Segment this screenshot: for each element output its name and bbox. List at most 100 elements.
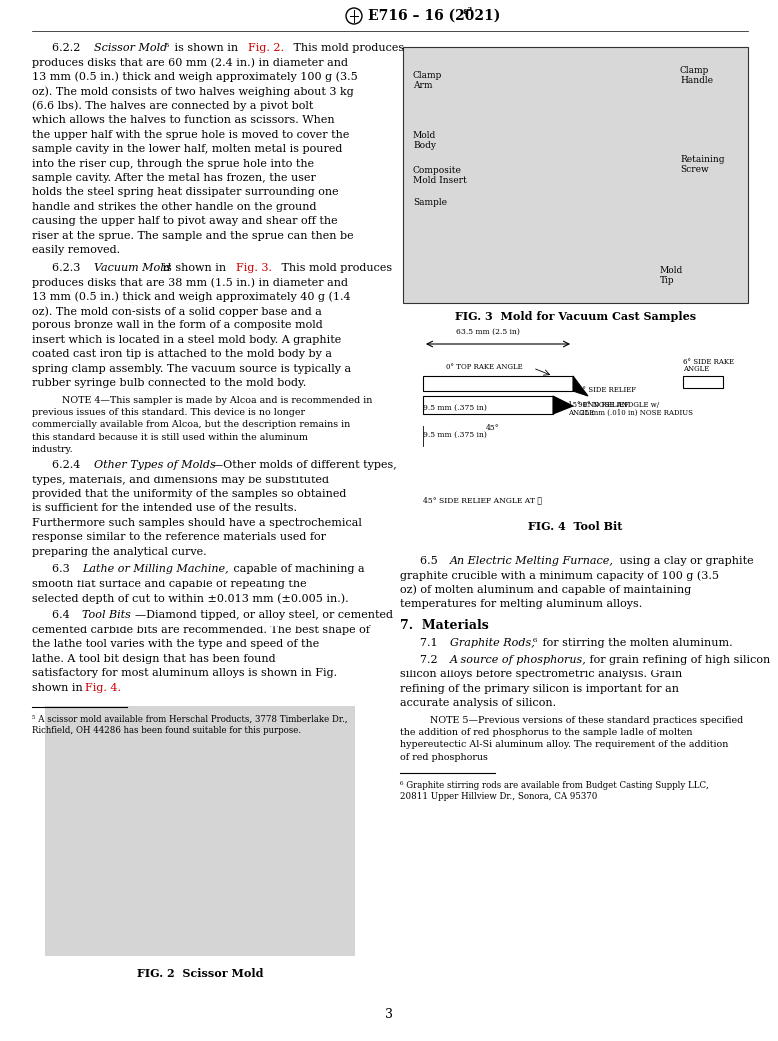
Text: Screw: Screw bbox=[680, 166, 709, 174]
Bar bbox=[403, 47, 748, 303]
Text: holds the steel spring heat dissipater surrounding one: holds the steel spring heat dissipater s… bbox=[32, 187, 338, 198]
Text: is shown in: is shown in bbox=[171, 43, 241, 53]
Text: for stirring the molten aluminum.: for stirring the molten aluminum. bbox=[539, 637, 733, 648]
Text: the lathe tool varies with the type and speed of the: the lathe tool varies with the type and … bbox=[32, 639, 319, 650]
Text: accurate analysis of silicon.: accurate analysis of silicon. bbox=[400, 699, 556, 708]
Text: ⁶ Graphite stirring rods are available from Budget Casting Supply LLC,: ⁶ Graphite stirring rods are available f… bbox=[400, 781, 709, 790]
Text: previous issues of this standard. This device is no longer: previous issues of this standard. This d… bbox=[32, 408, 305, 417]
Text: oz). The mold consists of two halves weighing about 3 kg: oz). The mold consists of two halves wei… bbox=[32, 86, 354, 97]
Bar bbox=[32, 258, 368, 277]
Text: cemented carbide bits are recommended. The best shape of: cemented carbide bits are recommended. T… bbox=[32, 625, 370, 635]
Text: for grain refining of high silicon: for grain refining of high silicon bbox=[587, 655, 771, 665]
Text: 6.5: 6.5 bbox=[420, 556, 445, 566]
Text: Mold: Mold bbox=[413, 131, 436, 139]
Text: provided that the uniformity of the samples so obtained: provided that the uniformity of the samp… bbox=[32, 489, 346, 499]
Text: ⁶: ⁶ bbox=[533, 637, 538, 648]
Text: shown in: shown in bbox=[32, 683, 86, 692]
Text: sample cavity. After the metal has frozen, the user: sample cavity. After the metal has froze… bbox=[32, 173, 316, 183]
Text: Richfield, OH 44286 has been found suitable for this purpose.: Richfield, OH 44286 has been found suita… bbox=[32, 727, 301, 735]
Text: refining of the primary silicon is important for an: refining of the primary silicon is impor… bbox=[400, 684, 679, 694]
Text: FIG. 2  Scissor Mold: FIG. 2 Scissor Mold bbox=[137, 968, 263, 979]
Text: Sample: Sample bbox=[413, 198, 447, 207]
Text: is sufficient for the intended use of the results.: is sufficient for the intended use of th… bbox=[32, 504, 297, 513]
Bar bbox=[400, 651, 750, 669]
Text: 0° TOP RAKE ANGLE: 0° TOP RAKE ANGLE bbox=[447, 363, 523, 371]
Text: 9.5 mm (.375 in): 9.5 mm (.375 in) bbox=[423, 404, 487, 412]
Bar bbox=[400, 552, 750, 570]
Text: Fig. 2.: Fig. 2. bbox=[248, 43, 284, 53]
Text: preparing the analytical curve.: preparing the analytical curve. bbox=[32, 547, 207, 557]
Text: easily removed.: easily removed. bbox=[32, 246, 120, 255]
Text: Arm: Arm bbox=[413, 81, 433, 90]
Text: 6.2.2: 6.2.2 bbox=[52, 43, 87, 53]
Text: handle and strikes the other handle on the ground: handle and strikes the other handle on t… bbox=[32, 202, 317, 212]
Text: An Electric Melting Furnace,: An Electric Melting Furnace, bbox=[450, 556, 614, 566]
Text: Composite: Composite bbox=[413, 166, 462, 175]
Text: ANGLE: ANGLE bbox=[683, 365, 710, 373]
Bar bbox=[423, 376, 573, 391]
Text: spring clamp assembly. The vacuum source is typically a: spring clamp assembly. The vacuum source… bbox=[32, 363, 351, 374]
Text: capable of machining a: capable of machining a bbox=[230, 564, 365, 575]
Text: Vacuum Mold: Vacuum Mold bbox=[93, 262, 170, 273]
Text: commercially available from Alcoa, but the description remains in: commercially available from Alcoa, but t… bbox=[32, 421, 350, 429]
Text: response similar to the reference materials used for: response similar to the reference materi… bbox=[32, 532, 326, 542]
Text: Fig. 3.: Fig. 3. bbox=[237, 262, 272, 273]
Text: 7.  Materials: 7. Materials bbox=[400, 618, 489, 632]
Text: Tip: Tip bbox=[660, 276, 675, 285]
Text: 6.2.3 Vacuum Mold is shown in Fig. 3. This mold: 6.2.3 Vacuum Mold is shown in Fig. 3. Th… bbox=[52, 262, 326, 273]
Bar bbox=[683, 376, 723, 388]
Text: ANGLE: ANGLE bbox=[568, 409, 594, 417]
Text: Other Types of Molds: Other Types of Molds bbox=[93, 460, 216, 471]
Text: Lathe or Milling Machine,: Lathe or Milling Machine, bbox=[82, 564, 229, 575]
Bar bbox=[32, 679, 368, 697]
Text: graphite crucible with a minimum capacity of 100 g (3.5: graphite crucible with a minimum capacit… bbox=[400, 570, 719, 581]
Text: 7.2 A source of phosphorus, for grain refining of high: 7.2 A source of phosphorus, for grain re… bbox=[420, 655, 722, 665]
Text: satisfactory for most aluminum alloys is shown in Fig.: satisfactory for most aluminum alloys is… bbox=[32, 668, 337, 679]
Text: (6.6 lbs). The halves are connected by a pivot bolt: (6.6 lbs). The halves are connected by a… bbox=[32, 101, 314, 111]
Text: coated cast iron tip is attached to the mold body by a: coated cast iron tip is attached to the … bbox=[32, 350, 332, 359]
Text: 7.1 Graphite Rods,⁶ for stirring the molten aluminum.: 7.1 Graphite Rods,⁶ for stirring the mol… bbox=[420, 637, 724, 648]
Text: 15° END RELIEF: 15° END RELIEF bbox=[568, 401, 629, 409]
Text: 6.2.3: 6.2.3 bbox=[52, 262, 87, 273]
Text: Tool Bits: Tool Bits bbox=[82, 610, 131, 620]
Polygon shape bbox=[573, 376, 588, 396]
Text: the addition of red phosphorus to the sample ladle of molten: the addition of red phosphorus to the sa… bbox=[400, 728, 692, 737]
Text: 7.1: 7.1 bbox=[420, 637, 444, 648]
Text: Scissor Mold: Scissor Mold bbox=[93, 43, 166, 53]
Text: 45°: 45° bbox=[486, 424, 499, 432]
Text: which allows the halves to function as scissors. When: which allows the halves to function as s… bbox=[32, 116, 335, 125]
Text: 20811 Upper Hillview Dr., Sonora, CA 95370: 20811 Upper Hillview Dr., Sonora, CA 953… bbox=[400, 792, 598, 802]
Text: rubber syringe bulb connected to the mold body.: rubber syringe bulb connected to the mol… bbox=[32, 378, 307, 388]
Text: temperatures for melting aluminum alloys.: temperatures for melting aluminum alloys… bbox=[400, 600, 643, 609]
Text: Graphite Rods,: Graphite Rods, bbox=[450, 637, 534, 648]
Text: Retaining: Retaining bbox=[680, 155, 724, 164]
Polygon shape bbox=[553, 396, 573, 414]
Text: this standard because it is still used within the aluminum: this standard because it is still used w… bbox=[32, 432, 308, 441]
Text: oz) of molten aluminum and capable of maintaining: oz) of molten aluminum and capable of ma… bbox=[400, 585, 691, 595]
Text: Fig. 4.: Fig. 4. bbox=[86, 683, 121, 692]
Text: Mold: Mold bbox=[660, 266, 683, 275]
Text: NOTE 5—Previous versions of these standard practices specified: NOTE 5—Previous versions of these standa… bbox=[430, 716, 743, 725]
Text: ε²: ε² bbox=[463, 6, 473, 16]
Text: hypereutectic Al-Si aluminum alloy. The requirement of the addition: hypereutectic Al-Si aluminum alloy. The … bbox=[400, 740, 728, 750]
Text: ⁵: ⁵ bbox=[165, 43, 170, 53]
Text: 6.3: 6.3 bbox=[52, 564, 77, 575]
Text: 6.4 Tool Bits—Diamond tipped, or alloy steel, or: 6.4 Tool Bits—Diamond tipped, or alloy s… bbox=[52, 610, 321, 620]
Text: FIG. 4  Tool Bit: FIG. 4 Tool Bit bbox=[528, 520, 622, 532]
Text: 63.5 mm (2.5 in): 63.5 mm (2.5 in) bbox=[456, 328, 520, 336]
Text: industry.: industry. bbox=[32, 445, 74, 454]
Text: is shown in: is shown in bbox=[159, 262, 230, 273]
Text: using a clay or graphite: using a clay or graphite bbox=[616, 556, 754, 566]
Text: Body: Body bbox=[413, 141, 436, 150]
Text: lathe. A tool bit design that has been found: lathe. A tool bit design that has been f… bbox=[32, 654, 275, 664]
Text: —Diamond tipped, or alloy steel, or cemented: —Diamond tipped, or alloy steel, or ceme… bbox=[135, 610, 393, 620]
Text: 7.2: 7.2 bbox=[420, 655, 444, 665]
Text: causing the upper half to pivot away and shear off the: causing the upper half to pivot away and… bbox=[32, 217, 338, 226]
Text: This mold produces: This mold produces bbox=[289, 43, 404, 53]
Bar bbox=[32, 456, 368, 475]
Bar bbox=[32, 39, 368, 57]
Text: silicon alloys before spectrometric analysis. Grain: silicon alloys before spectrometric anal… bbox=[400, 669, 682, 680]
Text: types, materials, and dimensions may be substituted: types, materials, and dimensions may be … bbox=[32, 475, 329, 484]
Text: into the riser cup, through the sprue hole into the: into the riser cup, through the sprue ho… bbox=[32, 158, 314, 169]
Text: 3: 3 bbox=[385, 1008, 393, 1021]
